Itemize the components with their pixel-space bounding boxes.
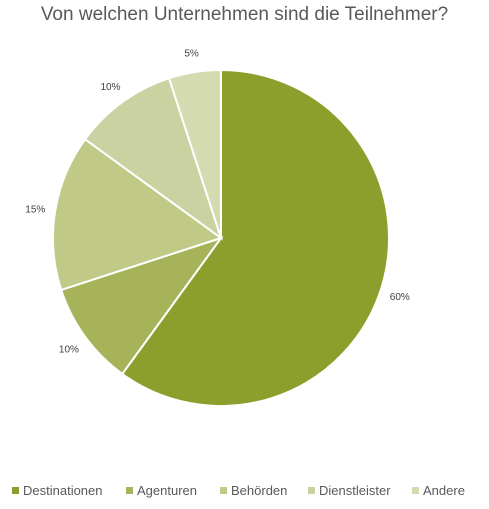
legend-label-andere: Andere xyxy=(423,483,465,498)
legend-label-agenturen: Agenturen xyxy=(137,483,197,498)
legend-label-destinationen: Destinationen xyxy=(23,483,103,498)
pie-slices xyxy=(52,68,390,407)
data-label-behörden: 15% xyxy=(25,205,45,216)
legend-swatch-behörden xyxy=(220,487,227,494)
pie-slice-destinationen xyxy=(120,68,390,407)
legend-label-dienstleister: Dienstleister xyxy=(319,483,391,498)
pie-slice-dienstleister xyxy=(83,76,223,241)
legend-swatch-agenturen xyxy=(126,487,133,494)
legend: Destinationen Agenturen Behörden Dienstleis… xyxy=(12,483,465,498)
legend-swatch-destinationen xyxy=(12,487,19,494)
legend-swatch-dienstleister xyxy=(308,487,315,494)
pie-slice-agenturen xyxy=(59,236,224,376)
chart-title: Von welchen Unternehmen sind die Teilneh… xyxy=(40,4,449,25)
pie-slice-andere xyxy=(167,68,222,239)
data-label-dienstleister: 10% xyxy=(100,82,120,93)
legend-swatch-andere xyxy=(412,487,419,494)
legend-label-behörden: Behörden xyxy=(231,483,287,498)
pie-slice-behörden xyxy=(52,137,224,292)
data-label-agenturen: 10% xyxy=(59,345,79,356)
data-labels: 60% 10% 15% 10% 5% xyxy=(25,48,410,355)
data-label-destinationen: 60% xyxy=(390,292,410,303)
data-label-andere: 5% xyxy=(184,48,199,59)
